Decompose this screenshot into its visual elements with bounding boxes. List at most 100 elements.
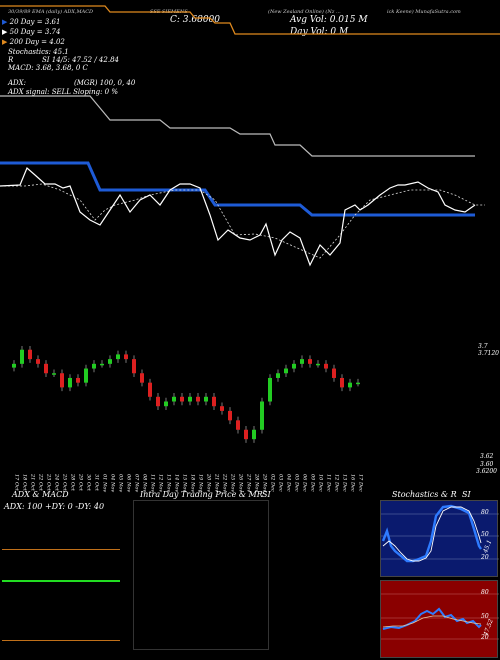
candle-body (100, 363, 104, 366)
x-tick-label: 13 Nov (166, 474, 172, 492)
x-tick-label: 17 Oct (14, 474, 20, 492)
candle-body (164, 401, 168, 407)
x-tick-label: 11 Nov (150, 474, 156, 492)
ema200-marker-icon: ▶ (2, 38, 8, 46)
rsi-tick-80: 80 (481, 589, 489, 596)
x-tick-label: 24 Oct (54, 473, 60, 492)
rsi-panel: 80 50 20 47.52 (380, 580, 499, 658)
main-chart: 30/39/89 EMA (daily) ADX,MACD SSE SIEMEN… (0, 5, 500, 492)
candle-body (252, 429, 256, 440)
x-tick-label: 08 Nov (142, 474, 148, 492)
stochastics-panel: 80 50 20 45.1 (380, 500, 499, 577)
rsi-plot (381, 593, 499, 640)
legend-ema200: ▶ 200 Day = 4.02 (2, 38, 65, 46)
candle-body (20, 349, 24, 364)
x-tick-label: 12 Dec (334, 474, 340, 492)
header-left-strip: 30/39/89 EMA (daily) ADX,MACD (8, 9, 94, 15)
stoch-tick-50: 50 (481, 531, 489, 538)
candle-body (132, 359, 136, 374)
stochastics-plot (381, 504, 499, 563)
ema50-marker-icon: ▶ (2, 28, 8, 36)
candle-body (84, 368, 88, 383)
candle-body (204, 396, 208, 402)
candle-body (324, 363, 328, 369)
x-tick-label: 21 Oct (30, 473, 36, 492)
candle-body (92, 363, 96, 369)
candle-body (172, 396, 176, 402)
x-tick-label: 15 Nov (182, 474, 188, 492)
price-label-top2: 3.7120 (478, 350, 499, 357)
header-far-right-strip: ick Keene) MunafaSutra.com (387, 9, 461, 15)
candle-body (308, 359, 312, 364)
candle-body (220, 406, 224, 411)
x-tick-label: 31 Oct (94, 474, 100, 492)
legend-adx-signal: ADX signal: SELL Sloping: 0 % (8, 88, 118, 96)
candle-body (228, 410, 232, 421)
legend-rsi: SI 14/5: 47.52 / 42.84 (42, 56, 119, 64)
intraday-panel (133, 500, 269, 650)
candle-body (68, 377, 72, 388)
candle-body (332, 368, 336, 378)
candle-body (356, 382, 360, 385)
legend-ema50: ▶ 50 Day = 3.74 (2, 28, 61, 36)
close-line (0, 166, 476, 267)
candle-body (116, 354, 120, 360)
adx-macd-panel: ADX: 100 +DY: 0 -DY: 40 (2, 500, 120, 658)
adx-orange-line (2, 549, 120, 550)
candle-body (292, 363, 296, 369)
x-tick-label: 30 Oct (86, 474, 92, 492)
stoch-panel-si: SI (462, 490, 471, 499)
header-right-strip: (New Zealand Online) (Nz ... (268, 9, 341, 15)
x-tick-label: 26 Nov (238, 473, 244, 492)
candle-body (52, 373, 56, 375)
ema50-line (0, 95, 475, 157)
stoch-tick-20: 20 (481, 554, 489, 561)
adx-orange-line-2 (2, 640, 120, 641)
candle-body (196, 396, 200, 402)
candle-body (28, 349, 32, 360)
adx-green-line (2, 580, 120, 582)
legend-rsi-prefix: R (8, 56, 14, 64)
adx-panel-title: ADX & MACD (12, 490, 69, 499)
overlay-lines (0, 5, 500, 267)
x-tick-label: 09 Dec (310, 474, 316, 492)
candle-body (108, 359, 112, 364)
x-tick-label: 25 Nov (230, 473, 236, 492)
candle-body (212, 396, 216, 407)
candle-body (60, 373, 64, 388)
legend-macd: MACD: 3.68, 3.68, 0 C (8, 64, 88, 72)
legend-ema20: ▶ 20 Day = 3.61 (2, 18, 61, 26)
candle-body (124, 354, 128, 360)
legend-adx: ADX: (8, 79, 27, 87)
candle-body (276, 373, 280, 378)
legend-stochastics: Stochastics: 45.1 (8, 48, 69, 56)
x-tick-label: 10 Dec (318, 474, 324, 492)
x-tick-label: 04 Nov (110, 474, 116, 492)
x-tick-label: 25 Oct (62, 473, 68, 492)
adx-values: ADX: 100 +DY: 0 -DY: 40 (4, 502, 105, 511)
x-tick-label: 20 Nov (206, 473, 212, 492)
stoch-panel-title: Stochastics & R (392, 490, 457, 499)
x-tick-label: 28 Oct (70, 473, 76, 492)
candle-body (244, 429, 248, 440)
rsi-tick-50: 50 (481, 613, 489, 620)
x-tick-label: 04 Dec (286, 474, 292, 492)
x-tick-label: 21 Nov (214, 473, 220, 492)
x-tick-label: 02 Dec (270, 474, 276, 492)
candle-body (300, 359, 304, 364)
candle-body (148, 382, 152, 397)
x-tick-label: 18 Nov (190, 474, 196, 492)
candle-body (76, 377, 80, 383)
candle-body (156, 396, 160, 407)
x-tick-label: 06 Dec (302, 474, 308, 492)
candle-body (268, 377, 272, 402)
candle-body (284, 368, 288, 374)
candlestick-chart: 17 Oct 18 Oct 21 Oct 22 Oct 23 Oct 24 Oct 25 O… (12, 345, 364, 492)
candle-body (316, 363, 320, 366)
x-tick-label: 16 Dec (350, 474, 356, 492)
intraday-panel-si: SI (262, 490, 271, 499)
avg-volume-label: Avg Vol: 0.015 M (290, 15, 368, 25)
x-tick-label: 06 Nov (126, 474, 132, 492)
x-tick-label: 05 Nov (118, 474, 124, 492)
x-tick-label: 07 Nov (134, 474, 140, 492)
